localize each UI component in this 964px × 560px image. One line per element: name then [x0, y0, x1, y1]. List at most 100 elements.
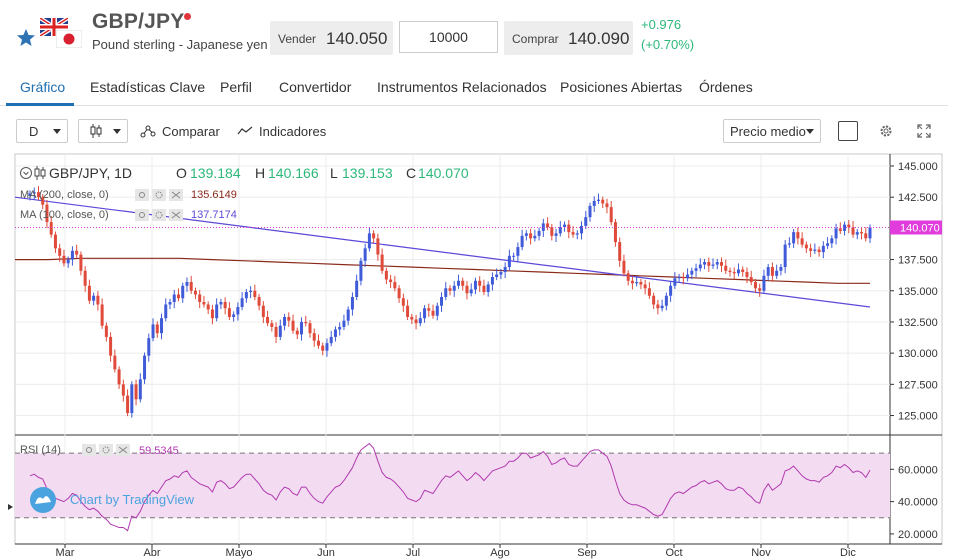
tradingview-watermark[interactable]: Chart by TradingView	[30, 487, 195, 513]
candle-body	[529, 233, 533, 239]
tab-instrumentos-relacionados[interactable]: Instrumentos Relacionados	[377, 79, 547, 95]
rsi-controls[interactable]	[82, 444, 130, 456]
indicators-button[interactable]: Indicadores	[259, 124, 327, 139]
sell-price: 140.050	[326, 29, 388, 48]
scroll-marker-icon[interactable]	[8, 504, 13, 510]
candle-body	[304, 321, 308, 324]
settings-gear-icon[interactable]	[152, 209, 166, 221]
ma100-controls[interactable]	[135, 209, 183, 221]
interval-select[interactable]: D	[16, 119, 68, 143]
candle-body	[838, 228, 842, 231]
candle-body	[363, 248, 367, 261]
eye-icon	[139, 192, 145, 198]
price-chart[interactable]: 145.000 142.500 137.500 135.000 132.500 130.0…	[0, 152, 964, 560]
price-tick-label: 125.000	[898, 411, 938, 423]
quantity-input[interactable]	[399, 21, 498, 53]
candle-body	[677, 277, 681, 279]
candle-body	[575, 233, 579, 235]
time-axis: Mar Abr Mayo Jun Jul Ago Sep Oct Nov Dic	[56, 544, 856, 559]
candle-body	[172, 294, 176, 302]
tab-perfil[interactable]: Perfil	[220, 79, 252, 95]
tab-posiciones-abiertas[interactable]: Posiciones Abiertas	[560, 79, 683, 95]
time-tick-label: Jul	[406, 547, 420, 559]
compare-icon[interactable]	[140, 124, 156, 138]
visibility-eye-icon[interactable]	[82, 444, 96, 456]
candle-body	[456, 280, 460, 286]
candle-body	[605, 203, 609, 208]
candle-body	[151, 324, 155, 339]
candle-body	[775, 270, 779, 276]
candle-body	[524, 233, 528, 236]
price-tick-label: 145.000	[898, 161, 938, 173]
candle-body	[283, 316, 287, 326]
candle-body	[643, 284, 647, 289]
collapse-legend-icon[interactable]	[20, 167, 32, 179]
candle-body	[465, 285, 469, 294]
candle-body	[537, 230, 541, 236]
settings-gear-icon[interactable]	[878, 123, 894, 139]
candle-body	[783, 244, 787, 268]
candle-body	[630, 280, 634, 284]
candle-body	[181, 285, 185, 299]
favorite-star-icon[interactable]	[16, 28, 36, 48]
candle-body	[673, 278, 677, 286]
candle-body	[452, 285, 456, 291]
candle-body	[210, 309, 214, 319]
candle-body	[796, 232, 800, 239]
candle-body	[753, 282, 757, 289]
price-tick-label: 137.500	[898, 255, 938, 267]
ma200-controls[interactable]	[135, 189, 183, 201]
candle-body	[270, 323, 274, 327]
chart-style-select[interactable]	[78, 119, 128, 143]
settings-gear-icon[interactable]	[99, 444, 113, 456]
candle-body	[567, 224, 571, 233]
low-key: L	[330, 165, 338, 181]
ma200-label: MA (200, close, 0)	[20, 189, 109, 201]
candle-body	[703, 262, 707, 265]
candle-body	[384, 270, 388, 280]
price-type-value: Precio medio	[730, 124, 806, 139]
market-status-dot	[184, 13, 191, 20]
candle-body	[817, 249, 821, 253]
candle-body	[813, 249, 817, 251]
compare-button[interactable]: Comparar	[162, 124, 220, 139]
candle-body	[359, 260, 363, 281]
candle-body	[325, 343, 329, 351]
candle-body	[550, 227, 554, 236]
snapshot-button[interactable]	[838, 121, 858, 141]
candle-body	[104, 325, 108, 337]
chart-canvas[interactable]: 145.000 142.500 137.500 135.000 132.500 130.0…	[0, 152, 964, 560]
ma200-line	[15, 257, 870, 284]
candle-body	[274, 326, 278, 337]
tab-convertidor[interactable]: Convertidor	[279, 79, 352, 95]
visibility-eye-icon[interactable]	[135, 189, 149, 201]
candle-body	[860, 232, 864, 234]
tab-estadisticas-clave[interactable]: Estadísticas Clave	[90, 79, 206, 95]
candle-body	[266, 316, 270, 324]
fullscreen-icon[interactable]	[917, 124, 931, 138]
price-type-select[interactable]: Precio medio	[723, 119, 821, 143]
time-tick-label: Mar	[56, 547, 75, 559]
tab-ordenes[interactable]: Órdenes	[699, 79, 753, 95]
tab-grafico[interactable]: Gráfico	[20, 79, 66, 95]
time-tick-label: Oct	[665, 547, 682, 559]
rsi-band-fill	[15, 453, 890, 518]
candlestick-icon	[90, 124, 102, 138]
buy-button[interactable]: Comprar 140.090	[504, 21, 633, 55]
close-icon	[118, 446, 128, 454]
last-price-tag	[890, 220, 942, 235]
candle-body	[834, 228, 838, 239]
candle-body	[70, 250, 74, 260]
visibility-eye-icon[interactable]	[135, 209, 149, 221]
candle-body	[563, 224, 567, 228]
close-icon	[171, 211, 181, 219]
candle-body	[257, 296, 261, 306]
candle-body	[732, 272, 736, 274]
settings-gear-icon[interactable]	[152, 189, 166, 201]
sell-button[interactable]: Vender 140.050	[270, 21, 393, 55]
price-axis: 145.000 142.500 137.500 135.000 132.500 130.0…	[890, 161, 938, 423]
indicators-icon[interactable]	[237, 126, 253, 136]
candle-body	[143, 355, 147, 380]
active-tab-indicator	[6, 103, 74, 106]
candle-body	[448, 288, 452, 291]
